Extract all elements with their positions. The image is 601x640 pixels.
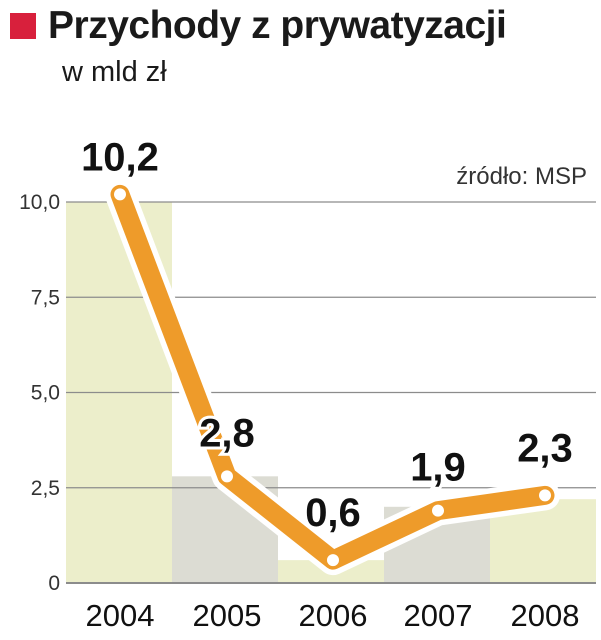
labels-layer: 2004 2005 2006 2007 2008 10,2 2,8 0,6 1,9 2,3 bbox=[78, 132, 580, 633]
x-tick-label: 2004 bbox=[86, 598, 155, 633]
x-tick-label: 2005 bbox=[193, 598, 262, 633]
y-tick-label: 5,0 bbox=[31, 382, 60, 405]
data-point-2006 bbox=[325, 552, 341, 569]
y-tick-label: 2,5 bbox=[31, 477, 60, 500]
title-row: Przychody z prywatyzacji bbox=[10, 4, 507, 48]
data-label-2007: 1,9 bbox=[410, 446, 466, 490]
x-tick-label: 2006 bbox=[299, 598, 368, 633]
y-tick-label: 10,0 bbox=[19, 191, 60, 214]
data-label-2006: 0,6 bbox=[305, 491, 361, 535]
title-square-icon bbox=[10, 13, 36, 39]
data-point-2008 bbox=[537, 487, 553, 504]
data-label-2005: 2,8 bbox=[199, 411, 255, 455]
y-tick-label: 0 bbox=[48, 572, 60, 595]
x-tick-label: 2007 bbox=[404, 598, 473, 633]
chart-subtitle: w mld zł bbox=[62, 56, 167, 88]
y-tick-label: 7,5 bbox=[31, 286, 60, 309]
x-tick-label: 2008 bbox=[511, 598, 580, 633]
data-label-2008: 2,3 bbox=[517, 426, 573, 470]
data-label-2004: 10,2 bbox=[81, 135, 159, 179]
source-note: źródło: MSP bbox=[456, 163, 587, 190]
data-point-2005 bbox=[219, 468, 235, 485]
chart-title: Przychody z prywatyzacji bbox=[48, 4, 507, 47]
data-point-2007 bbox=[430, 502, 446, 519]
data-point-2004 bbox=[112, 186, 128, 203]
line-layer bbox=[105, 179, 560, 576]
